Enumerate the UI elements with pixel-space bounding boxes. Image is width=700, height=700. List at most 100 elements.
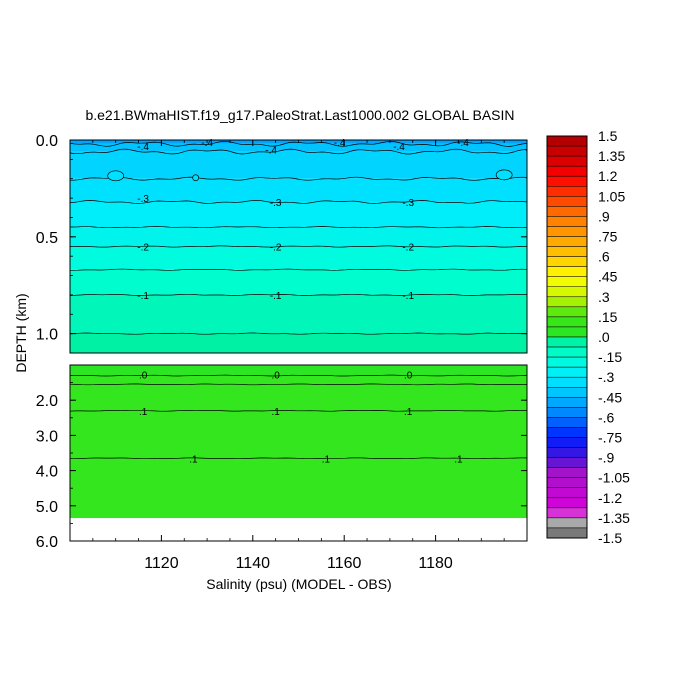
upper-contour-2: [69, 176, 528, 181]
xtick-label-0: 1120: [144, 555, 179, 572]
colorbar-box-24: [546, 376, 588, 388]
lower-ytick-label-4: 6.0: [36, 534, 58, 551]
x-axis-label: Salinity (psu) (MODEL - OBS): [206, 576, 391, 592]
lower-contour-label-0: .0: [139, 371, 148, 382]
colorbar-box-19: [546, 326, 588, 338]
chart-title: b.e21.BWmaHIST.f19_g17.PaleoStrat.Last10…: [85, 107, 514, 123]
colorbar-box-3: [546, 165, 588, 177]
colorbar-label-11: -.15: [598, 349, 622, 365]
upper-band-8: [70, 294, 527, 334]
colorbar-box-1: [546, 145, 588, 157]
xtick-label-1: 1140: [236, 555, 271, 572]
colorbar-box-37: [546, 507, 588, 519]
lower-contour-0: [69, 374, 528, 377]
colorbar-box-34: [546, 477, 588, 489]
upper-panel: -.4 -.4 -.4 -.4 -.4 -.4 -.3 -.3 -.3 -.2 -.2 -.2 -.1 -…: [36, 133, 528, 354]
upper-contour-8: [69, 332, 528, 335]
colorbar-label-0: 1.5: [598, 128, 618, 144]
xtick-label-2: 1160: [327, 555, 362, 572]
lower-contour-label-4: .1: [271, 407, 280, 418]
colorbar-label-17: -1.05: [598, 470, 630, 486]
colorbar-box-2: [546, 155, 588, 167]
lower-contour-label-8: .1: [454, 454, 463, 465]
upper-ytick-label-1: 0.5: [36, 230, 58, 247]
lower-ytick-label-2: 4.0: [36, 464, 58, 481]
colorbar-box-7: [546, 206, 588, 217]
colorbar-label-12: -.3: [598, 369, 615, 385]
upper-band-2: [70, 151, 527, 179]
xtick-label-3: 1180: [418, 555, 453, 572]
upper-contour-label-14: -.1: [402, 291, 414, 302]
lower-contour-label-2: .0: [404, 371, 413, 382]
colorbar-box-15: [546, 286, 588, 298]
upper-contour-label-4: -.4: [393, 142, 405, 153]
colorbar-label-20: -1.5: [598, 530, 622, 546]
colorbar: 1.5 1.35 1.2 1.05 .9 .75 .6 .45 .3 .15 .0 -.15 -.3 -.…: [546, 128, 630, 546]
colorbar-box-16: [546, 296, 588, 308]
colorbar-box-4: [546, 175, 588, 187]
colorbar-box-39: [546, 527, 588, 539]
colorbar-label-2: 1.2: [598, 168, 618, 184]
upper-contour-label-9: -.2: [137, 243, 149, 254]
colorbar-label-16: -.9: [598, 450, 615, 466]
upper-contour-label-7: -.3: [270, 198, 282, 209]
x-axis: 1120 1140 1160 1180: [92, 140, 505, 572]
upper-contour-label-8: -.3: [402, 198, 414, 209]
colorbar-box-33: [546, 467, 588, 478]
upper-contour-blob-0: [107, 170, 125, 182]
y-axis-label: DEPTH (km): [13, 293, 29, 372]
colorbar-label-4: .9: [598, 208, 610, 224]
upper-contour-label-0: -.4: [137, 142, 149, 153]
colorbar-box-22: [546, 356, 588, 368]
upper-band-4: [70, 201, 527, 228]
lower-contour-2: [69, 409, 528, 412]
colorbar-box-6: [546, 196, 588, 207]
colorbar-box-20: [546, 336, 588, 348]
colorbar-box-29: [546, 427, 588, 438]
colorbar-box-26: [546, 397, 588, 408]
colorbar-box-9: [546, 226, 588, 237]
lower-ytick-label-0: 2.0: [36, 393, 58, 410]
colorbar-label-9: .15: [598, 309, 618, 325]
upper-contour-label-12: -.1: [137, 291, 149, 302]
colorbar-box-35: [546, 487, 588, 499]
colorbar-label-15: -.75: [598, 430, 622, 446]
upper-contour-label-10: -.2: [270, 243, 282, 254]
colorbar-box-21: [546, 346, 588, 358]
colorbar-box-30: [546, 437, 588, 448]
upper-contour-label-3: -.4: [334, 138, 346, 149]
upper-contour-label-2: -.4: [265, 146, 277, 157]
upper-band-5: [70, 227, 527, 247]
colorbar-label-14: -.6: [598, 409, 615, 425]
colorbar-label-6: .6: [598, 249, 610, 265]
colorbar-frame: [546, 135, 588, 539]
colorbar-box-12: [546, 256, 588, 267]
colorbar-label-13: -.45: [598, 389, 622, 405]
upper-contour-6: [69, 268, 528, 271]
lower-contour-1: [69, 383, 528, 386]
colorbar-box-38: [546, 517, 588, 529]
colorbar-label-8: .3: [598, 289, 610, 305]
lower-contour-label-7: .1: [322, 454, 331, 465]
upper-contour-label-6: -.3: [137, 194, 149, 205]
colorbar-box-0: [546, 135, 588, 147]
upper-band-1: [70, 143, 527, 152]
colorbar-label-18: -1.2: [598, 490, 622, 506]
colorbar-box-13: [546, 266, 588, 277]
colorbar-box-18: [546, 316, 588, 328]
upper-contour-5: [69, 245, 528, 248]
upper-ytick-label-0: 0.0: [36, 133, 58, 150]
colorbar-label-10: .0: [598, 329, 610, 345]
lower-contour-label-6: .1: [189, 454, 198, 465]
colorbar-box-27: [546, 407, 588, 418]
colorbar-box-23: [546, 366, 588, 378]
colorbar-box-28: [546, 417, 588, 428]
colorbar-label-5: .75: [598, 229, 618, 245]
lower-band-0: [70, 365, 527, 376]
upper-band-3: [70, 178, 527, 202]
upper-contour-label-5: -.4: [457, 138, 469, 149]
upper-contour-blob-1: [192, 174, 200, 182]
colorbar-box-36: [546, 497, 588, 509]
lower-ytick-label-1: 3.0: [36, 428, 58, 445]
